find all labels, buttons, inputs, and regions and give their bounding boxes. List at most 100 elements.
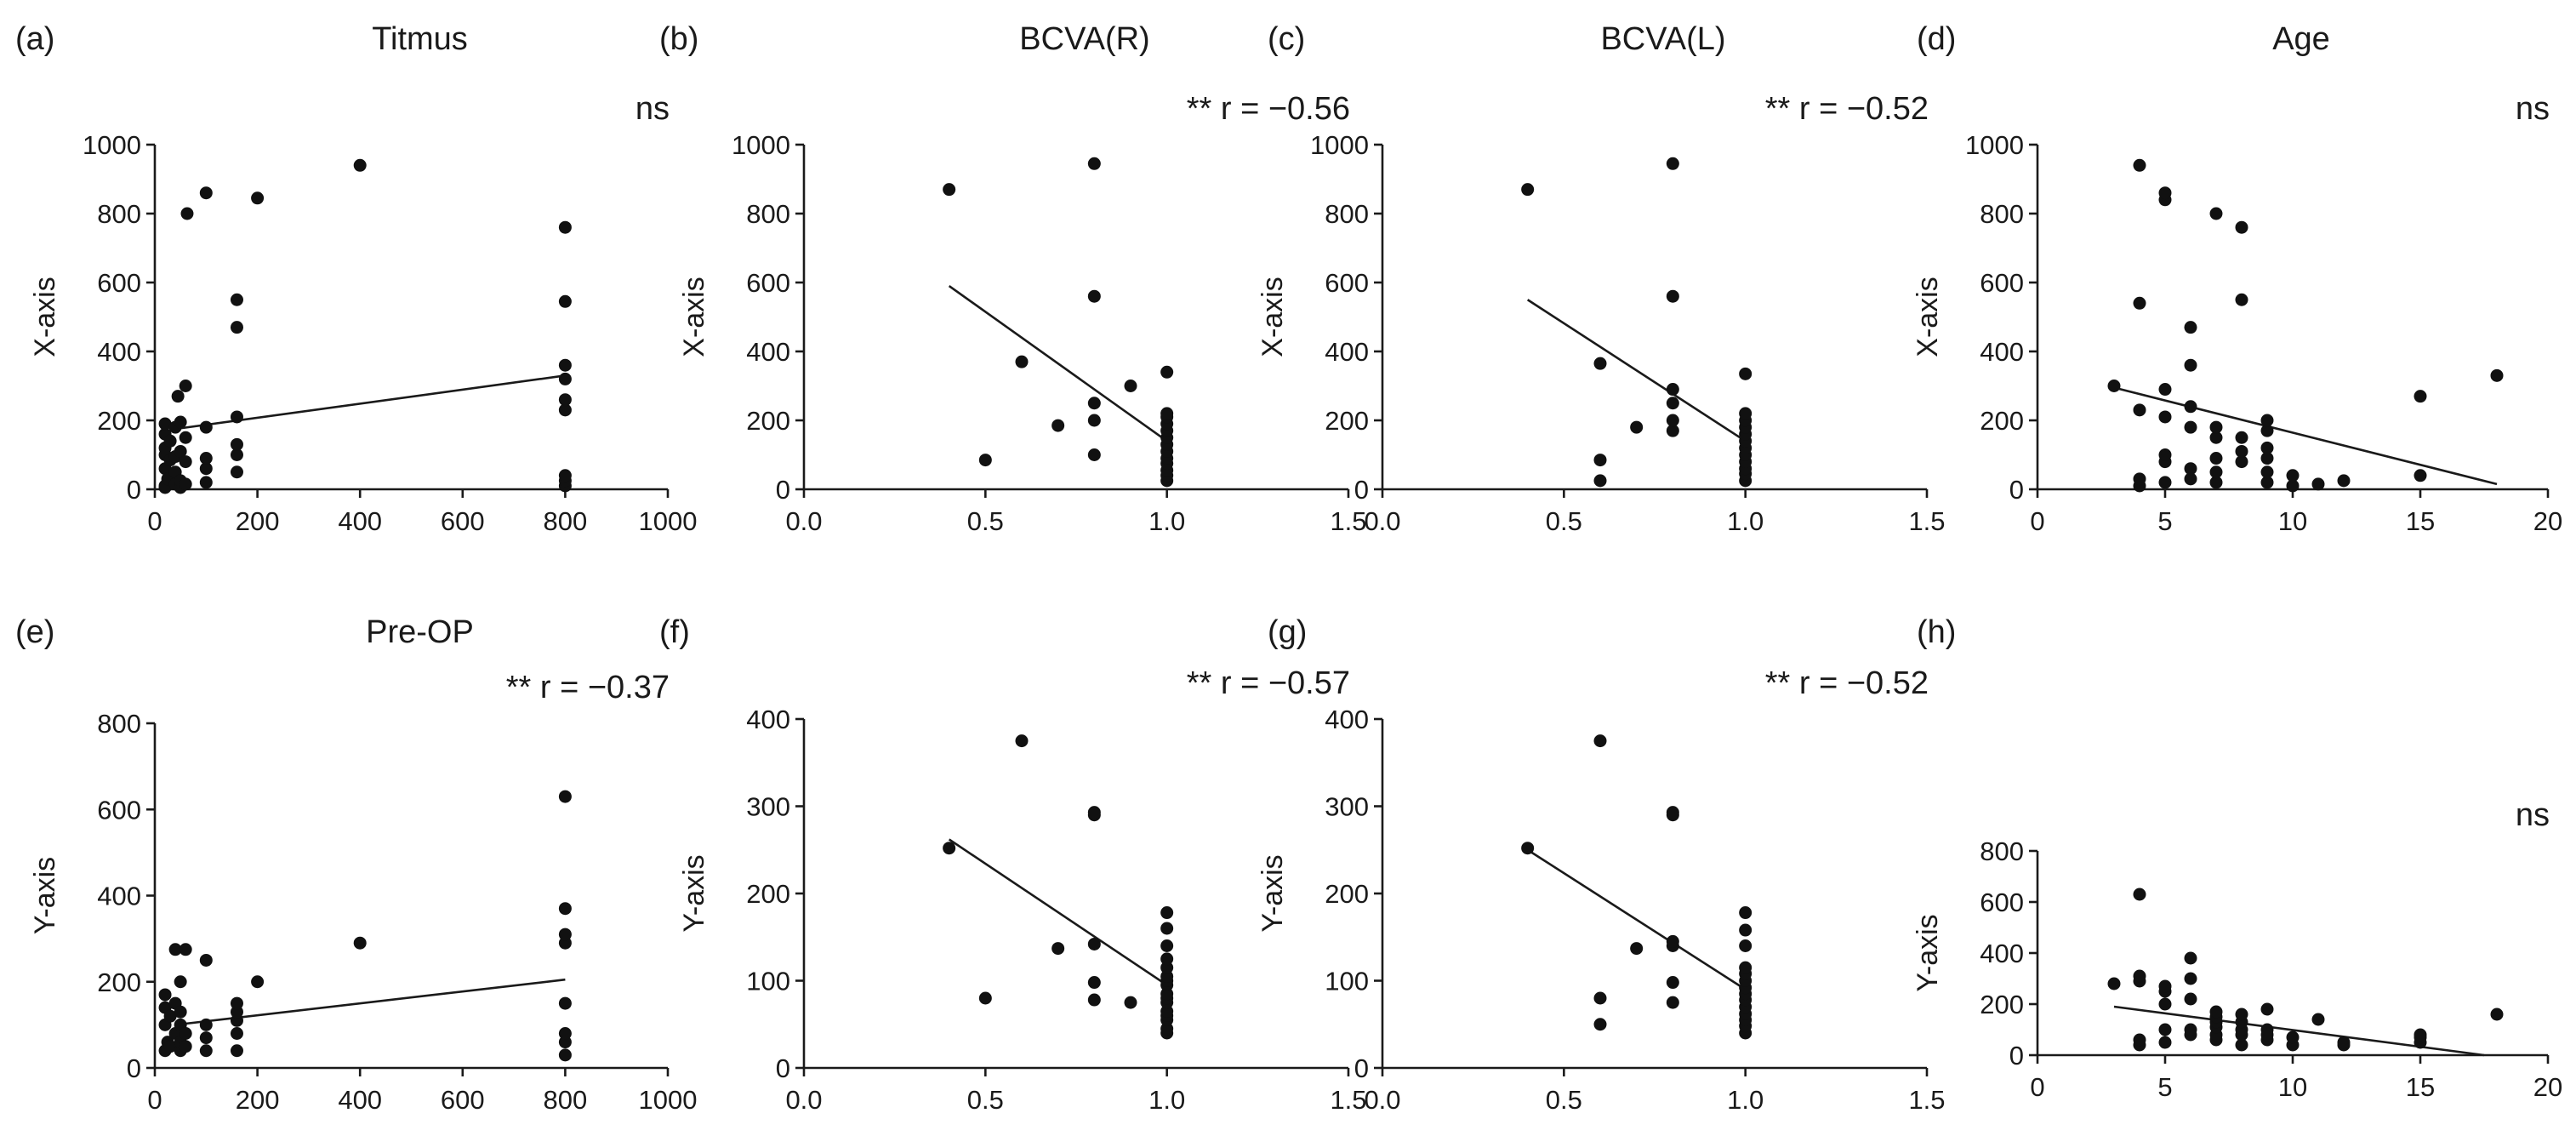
scatter-point [1593, 1018, 1607, 1031]
scatter-point [1051, 419, 1065, 432]
y-tick-label: 100 [1325, 967, 1369, 996]
scatter-point [1739, 961, 1752, 974]
scatter-point [2184, 972, 2197, 985]
y-tick-label: 100 [746, 967, 790, 996]
scatter-point [1593, 454, 1607, 467]
scatter-point [558, 790, 572, 803]
scatter-point [199, 1044, 213, 1058]
scatter-point [558, 403, 572, 417]
y-tick-label: 800 [1980, 199, 2024, 229]
scatter-panel-2: (b) BCVA(R) ** r = −0.56 0 200 400 600 800 1000 0… [659, 21, 1367, 536]
scatter-point [558, 928, 572, 941]
panel-label: (h) [1917, 614, 1956, 650]
scatter-point [251, 191, 265, 205]
scatter-point [1666, 996, 1679, 1009]
scatter-point [1124, 380, 1137, 392]
significance-annotation: ** r = −0.37 [506, 670, 670, 705]
x-tick-label: 0 [147, 506, 162, 536]
x-tick-label: 1.0 [1148, 1085, 1185, 1115]
scatter-point [1087, 448, 1101, 461]
scatter-point [1666, 289, 1679, 303]
scatter-panel-6: (f) ** r = −0.57 0 100 200 300 400 0.0 0.5 1.0 1.5… [659, 614, 1367, 1115]
scatter-point [2133, 158, 2146, 172]
scatter-point [2184, 1023, 2197, 1036]
scatter-point [2158, 476, 2172, 489]
y-tick-label: 0 [127, 475, 141, 505]
scatter-point [2414, 1028, 2427, 1042]
scatter-panel-8: (h) ns 0 200 400 600 800 0 5 10 15 20 Y-axis [1912, 614, 2562, 1102]
scatter-point [353, 936, 367, 950]
scatter-point [1087, 414, 1101, 427]
y-axis-label: Y-axis [678, 854, 710, 932]
y-tick-label: 200 [746, 406, 790, 436]
y-tick-label: 200 [1980, 406, 2024, 436]
scatter-point [1160, 961, 1174, 974]
scatter-point [1160, 987, 1174, 1001]
x-tick-label: 0.0 [1364, 1085, 1400, 1115]
scatter-point [179, 1027, 192, 1040]
scatter-point [230, 448, 243, 461]
scatter-point [2133, 969, 2146, 983]
scatter-point [1124, 996, 1137, 1009]
y-tick-label: 400 [97, 882, 141, 911]
y-tick-label: 200 [97, 406, 141, 436]
scatter-point [2209, 431, 2223, 444]
scatter-point [1630, 420, 1644, 434]
y-axis-label: X-axis [29, 277, 61, 357]
scatter-point [2235, 444, 2248, 458]
scatter-point [1739, 367, 1752, 380]
scatter-point [1087, 289, 1101, 303]
scatter-point [179, 380, 192, 392]
y-tick-label: 600 [1980, 888, 2024, 917]
y-axis-label: X-axis [1257, 277, 1289, 357]
regression-line [1526, 848, 1747, 990]
significance-annotation: ** r = −0.56 [1187, 91, 1350, 127]
scatter-panel-1: (a) Titmus ns 0 200 400 600 800 1000 0 200 400 600 80… [15, 21, 697, 536]
scatter-point [2158, 383, 2172, 397]
y-tick-label: 300 [746, 792, 790, 822]
scatter-point [179, 477, 192, 491]
scatter-point [2133, 296, 2146, 310]
x-tick-label: 1000 [639, 506, 698, 536]
scatter-point [1593, 734, 1607, 748]
panel-label: (g) [1268, 614, 1307, 650]
y-tick-label: 0 [776, 1053, 790, 1083]
scatter-point [2286, 479, 2300, 493]
significance-annotation: ** r = −0.52 [1765, 91, 1929, 127]
y-tick-label: 200 [1980, 990, 2024, 1019]
scatter-point [174, 444, 187, 458]
scatter-point [1160, 365, 1174, 379]
scatter-point [1521, 842, 1535, 855]
scatter-point [174, 975, 187, 989]
x-tick-label: 0.0 [785, 506, 822, 536]
scatter-point [1160, 407, 1174, 420]
scatter-point [1666, 976, 1679, 990]
y-tick-label: 600 [97, 268, 141, 298]
x-tick-label: 400 [338, 1085, 382, 1115]
x-tick-label: 0 [147, 1085, 162, 1115]
scatter-point [2260, 424, 2274, 437]
panel-label: (f) [659, 614, 690, 650]
scatter-point [1666, 383, 1679, 397]
scatter-point [1087, 937, 1101, 950]
scatter-point [1160, 906, 1174, 920]
x-tick-label: 1.0 [1727, 1085, 1764, 1115]
scatter-point [558, 372, 572, 385]
scatter-point [230, 437, 243, 451]
y-tick-label: 800 [746, 199, 790, 229]
scatter-point [2260, 441, 2274, 454]
scatter-point [558, 1027, 572, 1040]
y-tick-label: 200 [97, 968, 141, 997]
panel-label: (b) [659, 21, 698, 57]
scatter-point [1087, 397, 1101, 410]
y-tick-label: 200 [1325, 406, 1369, 436]
scatter-point [2490, 1008, 2504, 1021]
scatter-point [2260, 452, 2274, 465]
x-tick-label: 200 [236, 1085, 280, 1115]
scatter-point [1521, 183, 1535, 197]
scatter-point [1666, 424, 1679, 437]
scatter-point [2184, 321, 2197, 334]
y-tick-label: 1000 [83, 130, 141, 160]
y-tick-label: 800 [1980, 836, 2024, 866]
scatter-point [2133, 403, 2146, 417]
